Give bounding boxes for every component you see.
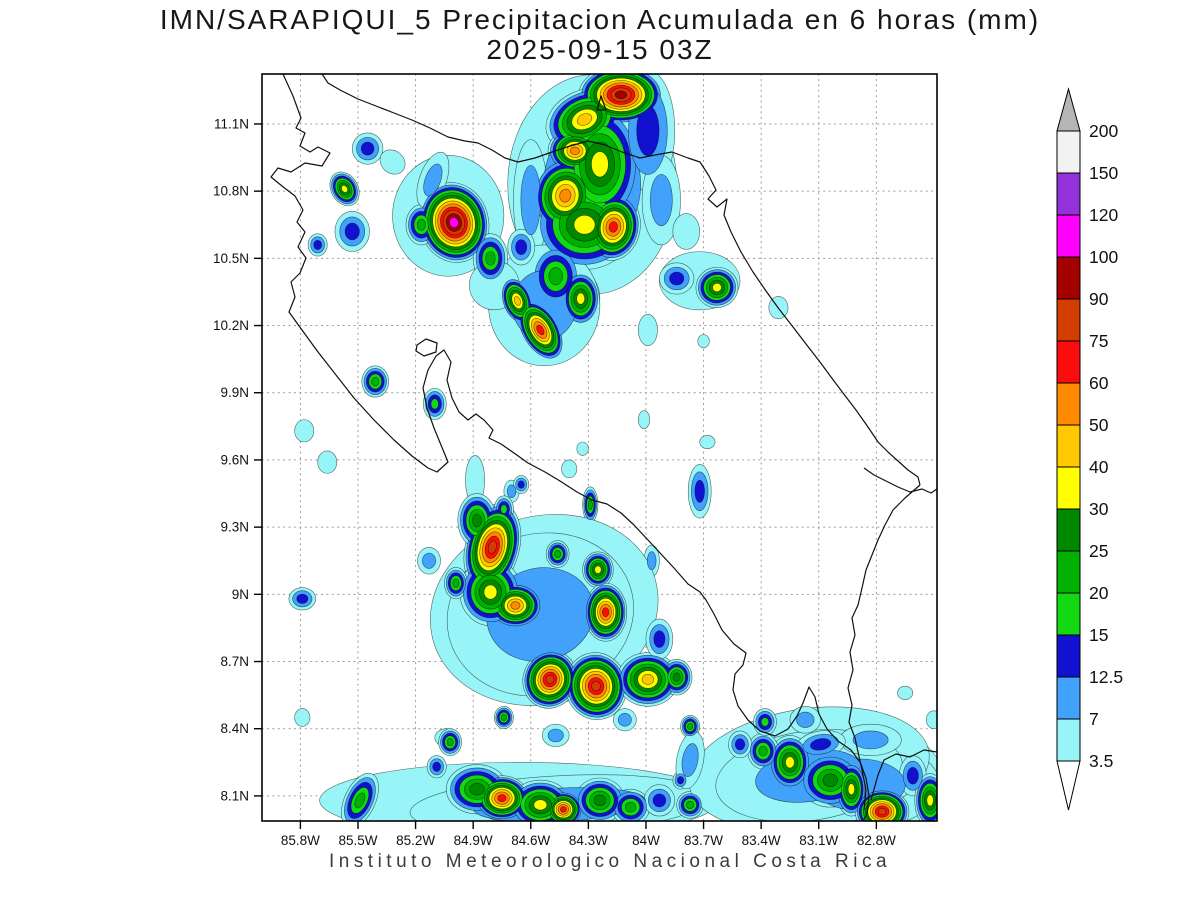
footer-attribution: Instituto Meteorologico Nacional Costa R… <box>328 851 892 872</box>
x-tick-label: 84.6W <box>511 833 550 848</box>
x-axis-labels: 85.8W 85.5W 85.2W 84.9W 84.6W 84.3W 84W 83.7W 83… <box>281 833 896 848</box>
axis-ticks <box>254 123 878 829</box>
colorbar-label: 12.5 <box>1089 667 1123 687</box>
colorbar-label: 150 <box>1089 163 1118 183</box>
colorbar-box-100 <box>1056 214 1081 258</box>
x-tick-label: 83.1W <box>799 833 838 848</box>
colorbar-box-25 <box>1056 508 1081 552</box>
x-tick-label: 84W <box>632 833 660 848</box>
x-tick-label: 85.2W <box>396 833 435 848</box>
colorbar-label: 40 <box>1089 457 1109 477</box>
y-tick-label: 10.5N <box>213 251 249 266</box>
y-axis-labels: 8.1N 8.4N 8.7N 9N 9.3N 9.6N 9.9N 10.2N 10.5N 10.8… <box>213 116 249 803</box>
colorbar-box-20 <box>1056 550 1081 594</box>
y-tick-label: 10.2N <box>213 318 249 333</box>
colorbar-label: 100 <box>1089 247 1118 267</box>
colorbar-under-arrow <box>1056 760 1081 811</box>
chart-subtitle-valid-time: 2025-09-15 03Z <box>486 34 714 65</box>
colorbar-label: 200 <box>1089 121 1118 141</box>
colorbar-box-3.5 <box>1056 718 1081 762</box>
colorbar-box-60 <box>1056 340 1081 384</box>
colorbar-box-7 <box>1056 676 1081 720</box>
x-tick-label: 84.9W <box>454 833 493 848</box>
chart-title: IMN/SARAPIQUI_5 Precipitacion Acumulada … <box>159 4 1041 35</box>
x-tick-label: 82.8W <box>857 833 896 848</box>
map-frame <box>261 73 938 822</box>
y-tick-label: 9.9N <box>220 385 249 400</box>
colorbar-box-75 <box>1056 298 1081 342</box>
precip-level-100 <box>449 217 459 228</box>
colorbar-box-90 <box>1056 256 1081 300</box>
colorbar-box-15 <box>1056 592 1081 636</box>
colorbar-label: 7 <box>1089 709 1099 729</box>
colorbar-label: 25 <box>1089 541 1108 561</box>
colorbar-label: 3.5 <box>1089 751 1113 771</box>
coastline-borders <box>270 74 937 821</box>
colorbar-legend: 200 150 120 100 90 75 60 50 40 30 25 20 15 12.5 7 3.5 <box>1056 87 1123 811</box>
x-tick-label: 83.7W <box>684 833 723 848</box>
colorbar-over-arrow <box>1056 87 1081 132</box>
colorbar-box-12.5 <box>1056 634 1081 678</box>
y-tick-label: 9.3N <box>220 520 249 535</box>
x-tick-label: 83.4W <box>742 833 781 848</box>
colorbar-label: 60 <box>1089 373 1109 393</box>
colorbar-box-40 <box>1056 424 1081 468</box>
y-tick-label: 8.4N <box>220 721 249 736</box>
y-tick-label: 10.8N <box>213 184 249 199</box>
y-tick-label: 8.7N <box>220 654 249 669</box>
colorbar-box-50 <box>1056 382 1081 426</box>
y-tick-label: 11.1N <box>214 116 249 131</box>
colorbar-label: 120 <box>1089 205 1118 225</box>
colorbar-label: 15 <box>1089 625 1108 645</box>
colorbar-label: 75 <box>1089 331 1108 351</box>
colorbar-label: 30 <box>1089 499 1109 519</box>
colorbar-label: 20 <box>1089 583 1109 603</box>
colorbar-label: 50 <box>1089 415 1109 435</box>
colorbar-label: 90 <box>1089 289 1109 309</box>
colorbar-box-150 <box>1056 130 1081 174</box>
colorbar-labels: 200 150 120 100 90 75 60 50 40 30 25 20 15 12.5 7 3.5 <box>1089 121 1123 771</box>
precip-field <box>288 74 937 821</box>
x-tick-label: 85.8W <box>281 833 320 848</box>
colorbar-box-30 <box>1056 466 1081 510</box>
y-tick-label: 9.6N <box>220 452 249 467</box>
y-tick-label: 8.1N <box>220 788 249 803</box>
x-tick-label: 85.5W <box>338 833 377 848</box>
x-tick-label: 84.3W <box>569 833 608 848</box>
y-tick-label: 9N <box>232 587 249 602</box>
colorbar-box-120 <box>1056 172 1081 216</box>
